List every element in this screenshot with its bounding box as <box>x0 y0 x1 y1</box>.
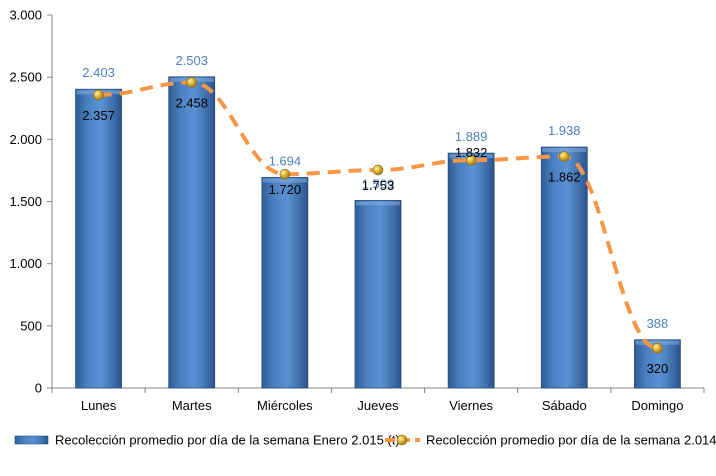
line-marker <box>279 168 291 180</box>
bar-data-label: 2.403 <box>82 65 115 80</box>
y-tick-label: 1.000 <box>9 256 42 271</box>
y-tick-label: 500 <box>20 318 42 333</box>
line-marker <box>652 342 663 354</box>
line-marker <box>372 164 384 176</box>
bar-highlight <box>542 148 587 153</box>
bar-data-label: 1.694 <box>269 153 302 168</box>
legend-label-2014: Recolección promedio por día de la seman… <box>426 433 716 448</box>
line-layer <box>93 77 663 354</box>
bar-data-label: 388 <box>647 316 669 331</box>
line-marker <box>186 77 198 88</box>
bar-data-label: 1.938 <box>548 123 581 138</box>
y-tick-label: 1.500 <box>9 194 42 209</box>
line-data-label: 1.720 <box>269 182 302 197</box>
bar-highlight <box>262 178 307 183</box>
axes-layer: 0 500 1.000 1.500 2.000 2.500 3.000 Lunes Martes… <box>9 8 705 413</box>
bar-highlight <box>635 340 680 345</box>
line-data-label: 1.753 <box>362 178 395 193</box>
labels-layer: 2.403 2.503 1.694 1.509 1.889 1.938 388 2.357 2.… <box>82 53 668 376</box>
bars-layer <box>75 76 681 389</box>
line-data-label: 2.458 <box>175 95 208 110</box>
legend-swatch-bar <box>14 435 49 445</box>
legend: Recolección promedio por día de la seman… <box>14 433 716 448</box>
y-tick-label: 3.000 <box>9 8 42 23</box>
bar <box>540 146 588 389</box>
legend-label-2015: Recolección promedio por día de la seman… <box>55 433 400 448</box>
bar <box>447 152 495 389</box>
y-tick-label: 2.000 <box>9 132 42 147</box>
line-data-label: 1.832 <box>455 145 488 160</box>
x-tick-label: Lunes <box>81 398 117 413</box>
bar-data-label: 2.503 <box>175 53 208 68</box>
x-tick-label: Domingo <box>631 398 683 413</box>
bar-data-label: 1.509 <box>362 176 395 191</box>
x-tick-label: Miércoles <box>257 398 313 413</box>
y-tick-label: 0 <box>35 381 42 396</box>
line-series-2014 <box>98 80 658 351</box>
legend-marker <box>396 434 408 446</box>
y-tick-label: 2.500 <box>9 70 42 85</box>
line-marker <box>558 151 570 162</box>
line-data-label: 1.862 <box>548 169 581 184</box>
line-marker <box>465 154 477 166</box>
line-data-label: 320 <box>647 361 669 376</box>
x-tick-label: Jueves <box>357 398 399 413</box>
bar-highlight <box>356 201 400 206</box>
x-tick-label: Viernes <box>449 398 493 413</box>
bar <box>261 176 309 389</box>
bar <box>354 199 402 389</box>
x-tick-label: Sábado <box>542 398 587 413</box>
line-data-label: 2.357 <box>82 108 115 123</box>
bar <box>75 88 122 389</box>
x-tick-label: Martes <box>172 398 212 413</box>
bar <box>168 76 216 389</box>
bar-data-label: 1.889 <box>455 129 488 144</box>
line-marker <box>93 89 104 101</box>
